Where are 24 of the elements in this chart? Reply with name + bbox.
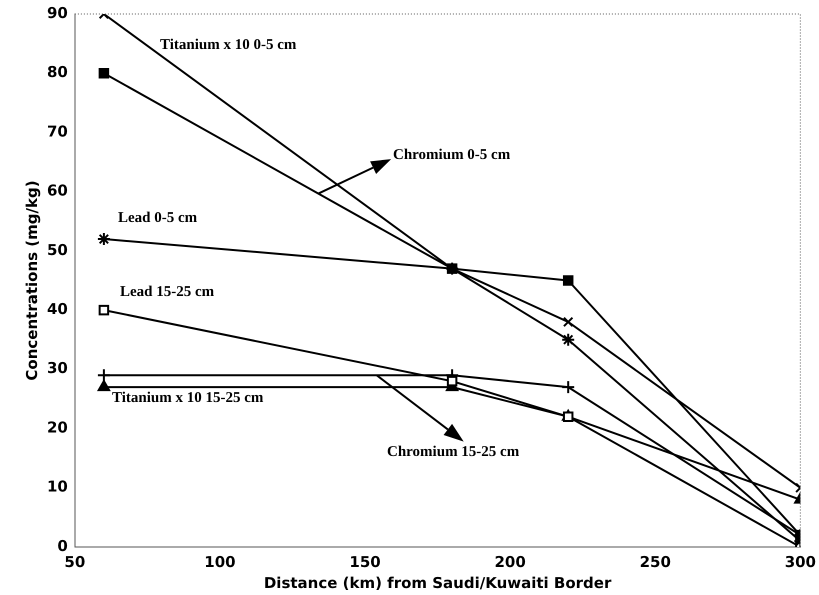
x-axis-title: Distance (km) from Saudi/Kuwaiti Border xyxy=(264,574,612,592)
y-tick-label: 60 xyxy=(47,182,68,200)
y-tick-label: 0 xyxy=(57,536,68,555)
series-label: Titanium x 10 15-25 cm xyxy=(112,390,264,406)
x-tick-label: 300 xyxy=(784,552,816,571)
y-tick-label: 20 xyxy=(47,418,68,436)
x-tick-label: 150 xyxy=(349,552,381,571)
y-tick-label: 70 xyxy=(47,122,68,140)
x-tick-label: 200 xyxy=(494,552,526,571)
y-tick-label: 10 xyxy=(47,478,68,496)
y-tick-label: 80 xyxy=(47,63,68,82)
y-tick-label: 50 xyxy=(47,240,68,259)
series-label: Titanium x 10 0-5 cm xyxy=(160,36,297,53)
y-tick-label: 30 xyxy=(47,359,68,378)
y-tick-label: 40 xyxy=(47,300,68,318)
y-axis-title: Concentrations (mg/kg) xyxy=(22,180,41,381)
series-label: Lead 0-5 cm xyxy=(118,210,198,226)
y-tick-label: 90 xyxy=(47,4,68,22)
series-label: Lead 15-25 cm xyxy=(120,284,215,300)
annotation: Chromium 15-25 cm xyxy=(387,444,520,460)
x-tick-label: 100 xyxy=(204,552,236,571)
x-tick-label: 50 xyxy=(64,552,86,571)
x-tick-label: 250 xyxy=(640,552,671,571)
annotation: Chromium 0-5 cm xyxy=(393,146,511,163)
